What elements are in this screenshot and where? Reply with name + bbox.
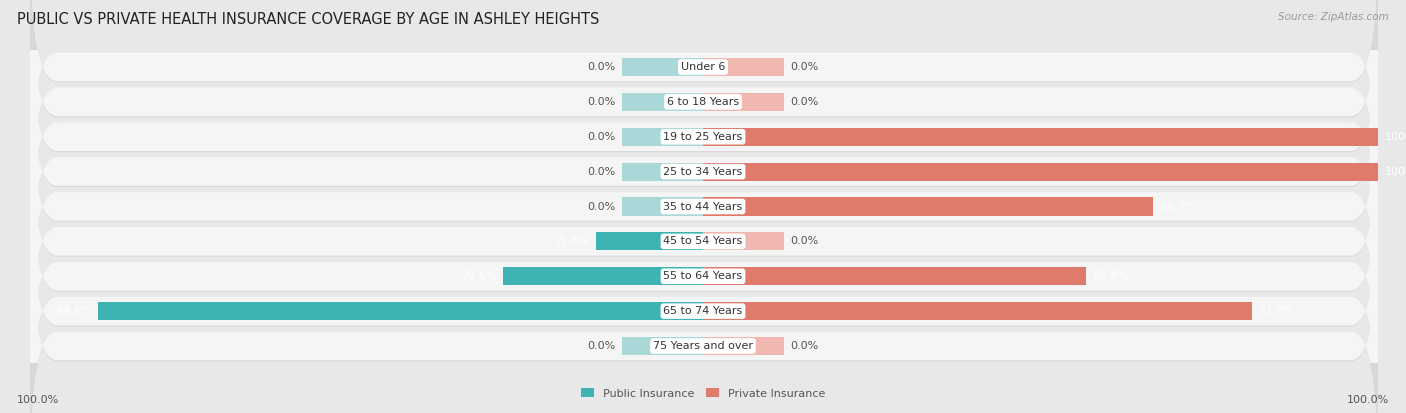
Bar	[503, 267, 703, 285]
Text: 0.0%: 0.0%	[588, 97, 616, 107]
Text: Source: ZipAtlas.com: Source: ZipAtlas.com	[1278, 12, 1389, 22]
FancyBboxPatch shape	[30, 82, 1378, 333]
Text: 66.7%: 66.7%	[1160, 202, 1195, 211]
FancyBboxPatch shape	[30, 0, 1378, 192]
Bar	[703, 337, 785, 355]
Bar	[621, 163, 703, 181]
Bar	[621, 58, 703, 76]
FancyBboxPatch shape	[30, 152, 1378, 403]
Text: 0.0%: 0.0%	[790, 97, 818, 107]
Text: 0.0%: 0.0%	[790, 62, 818, 72]
Bar	[703, 302, 1251, 320]
FancyBboxPatch shape	[30, 81, 1378, 332]
FancyBboxPatch shape	[30, 186, 1378, 413]
Bar	[596, 232, 703, 250]
Text: 0.0%: 0.0%	[790, 341, 818, 351]
Legend: Public Insurance, Private Insurance: Public Insurance, Private Insurance	[581, 388, 825, 399]
Bar	[703, 302, 1251, 320]
Text: 25 to 34 Years: 25 to 34 Years	[664, 166, 742, 177]
Bar	[621, 128, 703, 146]
FancyBboxPatch shape	[30, 221, 1378, 413]
Bar	[703, 197, 1153, 216]
Text: 6 to 18 Years: 6 to 18 Years	[666, 97, 740, 107]
Text: 15.8%: 15.8%	[554, 236, 589, 247]
Text: 89.6%: 89.6%	[56, 306, 91, 316]
Bar	[703, 163, 1378, 181]
Text: 0.0%: 0.0%	[588, 341, 616, 351]
Text: PUBLIC VS PRIVATE HEALTH INSURANCE COVERAGE BY AGE IN ASHLEY HEIGHTS: PUBLIC VS PRIVATE HEALTH INSURANCE COVER…	[17, 12, 599, 27]
Bar	[703, 197, 1153, 216]
Text: 75 Years and over: 75 Years and over	[652, 341, 754, 351]
FancyBboxPatch shape	[30, 0, 1378, 193]
FancyBboxPatch shape	[30, 117, 1378, 368]
Text: 65 to 74 Years: 65 to 74 Years	[664, 306, 742, 316]
Bar	[703, 128, 1378, 146]
Bar	[703, 163, 1378, 181]
Text: 0.0%: 0.0%	[790, 236, 818, 247]
Bar	[703, 58, 785, 76]
Text: 29.6%: 29.6%	[461, 271, 496, 281]
Bar	[98, 302, 703, 320]
FancyBboxPatch shape	[30, 187, 1378, 413]
Text: 100.0%: 100.0%	[1385, 132, 1406, 142]
FancyBboxPatch shape	[30, 47, 1378, 298]
Bar	[98, 302, 703, 320]
Text: Under 6: Under 6	[681, 62, 725, 72]
FancyBboxPatch shape	[30, 46, 1378, 297]
Text: 56.8%: 56.8%	[1092, 271, 1129, 281]
Text: 0.0%: 0.0%	[588, 202, 616, 211]
Text: 100.0%: 100.0%	[1347, 395, 1389, 405]
FancyBboxPatch shape	[30, 12, 1378, 262]
FancyBboxPatch shape	[30, 0, 1378, 227]
Text: 0.0%: 0.0%	[588, 166, 616, 177]
Text: 19 to 25 Years: 19 to 25 Years	[664, 132, 742, 142]
Bar	[703, 267, 1087, 285]
Text: 100.0%: 100.0%	[17, 395, 59, 405]
Bar	[621, 93, 703, 111]
Text: 0.0%: 0.0%	[588, 62, 616, 72]
Text: 55 to 64 Years: 55 to 64 Years	[664, 271, 742, 281]
FancyBboxPatch shape	[30, 0, 1378, 228]
Bar	[621, 337, 703, 355]
Bar	[703, 128, 1378, 146]
Bar	[703, 232, 785, 250]
FancyBboxPatch shape	[30, 151, 1378, 401]
Text: 100.0%: 100.0%	[1385, 166, 1406, 177]
Bar	[703, 267, 1087, 285]
Bar	[703, 93, 785, 111]
FancyBboxPatch shape	[30, 116, 1378, 367]
Text: 81.3%: 81.3%	[1258, 306, 1294, 316]
Text: 0.0%: 0.0%	[588, 132, 616, 142]
FancyBboxPatch shape	[30, 222, 1378, 413]
Text: 45 to 54 Years: 45 to 54 Years	[664, 236, 742, 247]
Bar	[596, 232, 703, 250]
Bar	[621, 197, 703, 216]
Text: 35 to 44 Years: 35 to 44 Years	[664, 202, 742, 211]
Bar	[503, 267, 703, 285]
FancyBboxPatch shape	[30, 12, 1378, 263]
